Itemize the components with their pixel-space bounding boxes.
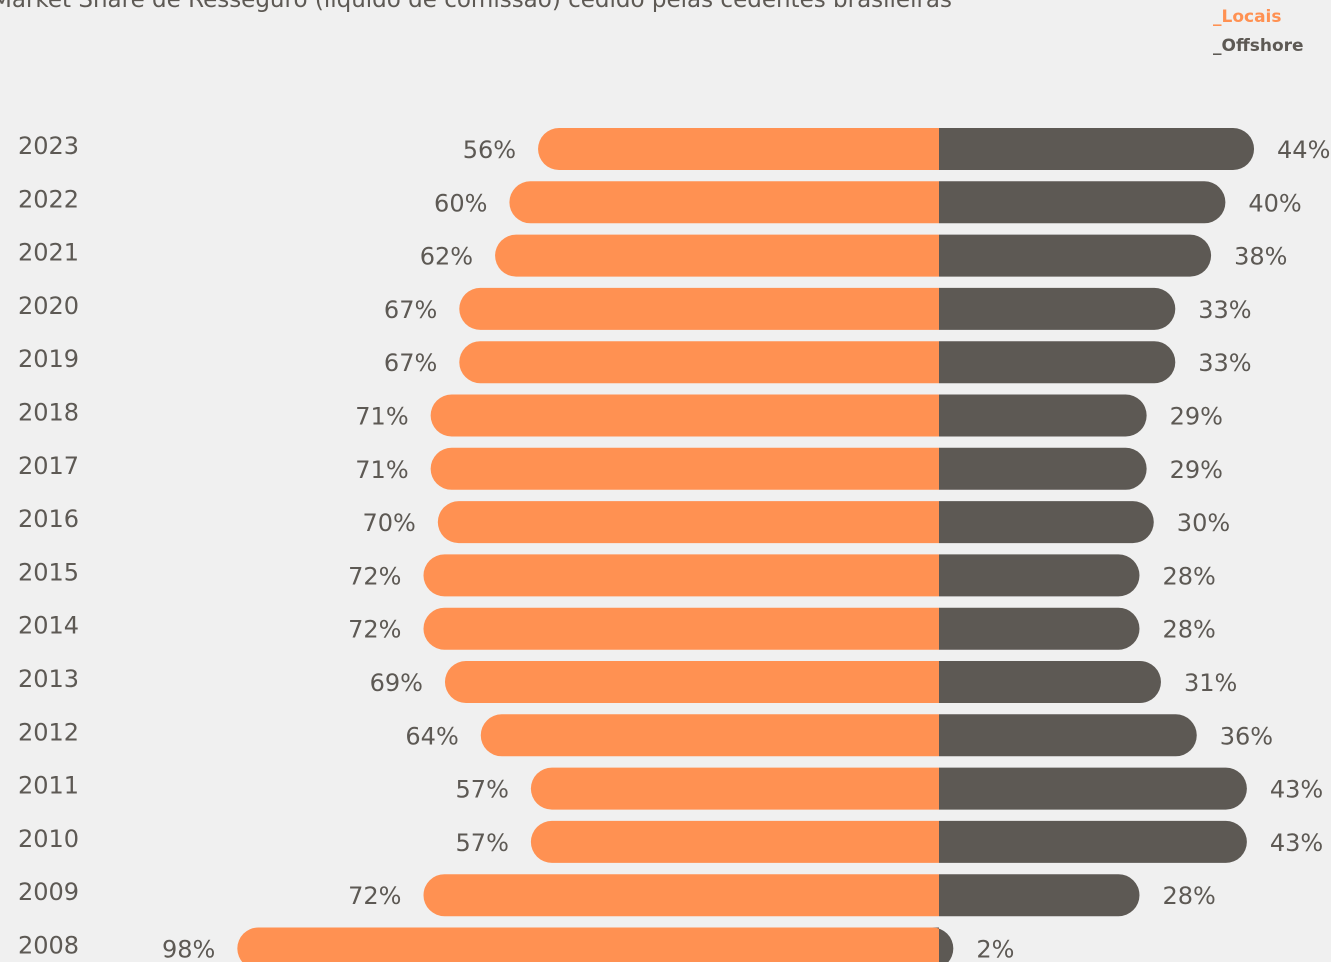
data-label-locais: 72% [348,882,401,910]
chart-title: Market Share de Resseguro (líquido de co… [0,0,953,13]
data-label-offshore: 29% [1170,403,1223,431]
data-label-locais: 57% [456,776,509,804]
year-label: 2009 [18,878,79,906]
bar-offshore [939,341,1176,384]
data-label-offshore: 28% [1162,562,1215,590]
data-label-locais: 67% [384,349,437,377]
year-label: 2019 [18,345,79,373]
year-label: 2010 [18,825,79,853]
year-label: 2016 [18,505,79,533]
bar-offshore [939,607,1140,650]
bar-locais [430,394,939,437]
data-label-offshore: 30% [1177,509,1230,537]
data-label-offshore: 28% [1162,616,1215,644]
year-label: 2011 [18,772,79,800]
data-label-locais: 69% [370,669,423,697]
year-label: 2014 [18,612,79,640]
bar-locais [423,554,940,597]
bar-offshore [932,927,954,962]
bar-locais [480,714,939,757]
data-label-offshore: 36% [1220,722,1273,750]
bar-offshore [939,714,1197,757]
bar-offshore [939,820,1247,863]
bar-locais [530,820,939,863]
data-label-offshore: 2% [976,936,1014,962]
data-label-offshore: 43% [1270,776,1323,804]
bar-offshore [939,287,1176,330]
data-label-locais: 57% [456,829,509,857]
bar-locais [530,767,939,810]
bar-locais [237,927,939,962]
data-label-locais: 71% [355,456,408,484]
year-label: 2012 [18,718,79,746]
bar-offshore [939,501,1154,544]
data-label-locais: 72% [348,562,401,590]
year-label: 2008 [18,932,79,960]
bar-offshore [939,394,1147,437]
legend-offshore: _Offshore [1213,36,1304,56]
data-label-locais: 70% [362,509,415,537]
bar-locais [495,234,939,277]
data-label-offshore: 29% [1170,456,1223,484]
data-label-locais: 56% [463,136,516,164]
data-label-locais: 71% [355,403,408,431]
year-label: 2023 [18,132,79,160]
data-label-locais: 72% [348,616,401,644]
data-label-locais: 60% [434,189,487,217]
data-label-locais: 67% [384,296,437,324]
data-label-offshore: 38% [1234,243,1287,271]
bar-locais [423,874,940,917]
bar-locais [437,501,939,544]
data-label-locais: 98% [162,936,215,962]
data-label-offshore: 44% [1277,136,1330,164]
year-label: 2022 [18,185,79,213]
bar-locais [444,661,939,703]
data-label-offshore: 33% [1198,349,1251,377]
bar-locais [459,341,939,384]
year-label: 2017 [18,452,79,480]
bar-locais [430,447,939,490]
data-label-offshore: 43% [1270,829,1323,857]
year-label: 2021 [18,239,79,267]
year-label: 2015 [18,558,79,586]
bar-locais [509,181,939,224]
bar-offshore [939,661,1161,703]
year-label: 2013 [18,665,79,693]
bar-offshore [939,447,1147,490]
bar-offshore [939,234,1212,277]
bar-offshore [939,767,1247,810]
data-label-offshore: 31% [1184,669,1237,697]
bar-offshore [939,128,1255,170]
data-label-offshore: 33% [1198,296,1251,324]
bar-locais [459,287,939,330]
data-label-offshore: 40% [1248,189,1301,217]
year-label: 2018 [18,399,79,427]
legend-locais: _Locais [1213,7,1282,27]
data-label-locais: 64% [405,722,458,750]
bar-locais [423,607,940,650]
data-label-offshore: 28% [1162,882,1215,910]
year-label: 2020 [18,292,79,320]
bar-offshore [939,554,1140,597]
data-label-locais: 62% [420,243,473,271]
bar-locais [538,128,939,170]
bar-offshore [939,874,1140,917]
bar-offshore [939,181,1226,224]
